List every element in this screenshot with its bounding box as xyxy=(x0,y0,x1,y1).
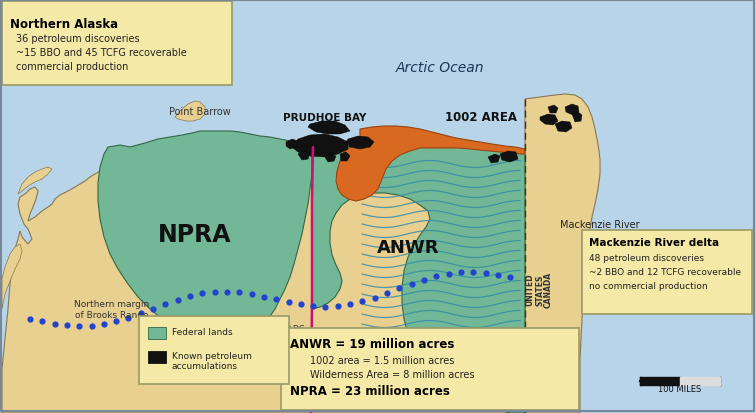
Polygon shape xyxy=(98,132,312,339)
Bar xyxy=(148,327,166,339)
Text: 1002 AREA: 1002 AREA xyxy=(445,111,517,124)
Text: ANWR: ANWR xyxy=(376,238,439,256)
Text: UNITED
STATES: UNITED STATES xyxy=(525,273,545,306)
Text: Arctic Ocean: Arctic Ocean xyxy=(395,61,485,75)
Text: 1002 area = 1.5 million acres: 1002 area = 1.5 million acres xyxy=(310,355,454,365)
Text: Wilderness Area = 8 million acres: Wilderness Area = 8 million acres xyxy=(310,369,475,379)
Polygon shape xyxy=(2,244,22,309)
Polygon shape xyxy=(565,105,579,116)
Text: 100 MILES: 100 MILES xyxy=(658,384,702,393)
Polygon shape xyxy=(292,135,348,158)
Polygon shape xyxy=(325,154,336,163)
Bar xyxy=(148,351,166,363)
Polygon shape xyxy=(540,115,558,126)
FancyBboxPatch shape xyxy=(281,328,579,410)
Polygon shape xyxy=(308,122,350,135)
Polygon shape xyxy=(2,159,525,413)
Polygon shape xyxy=(555,122,572,133)
FancyBboxPatch shape xyxy=(582,230,752,314)
Text: Federal lands: Federal lands xyxy=(172,327,233,336)
Polygon shape xyxy=(175,102,205,122)
Polygon shape xyxy=(286,140,298,150)
Text: NPRA = 23 million acres: NPRA = 23 million acres xyxy=(290,384,450,397)
Polygon shape xyxy=(336,127,525,202)
Polygon shape xyxy=(525,95,600,413)
Polygon shape xyxy=(312,147,525,413)
Polygon shape xyxy=(488,154,500,164)
Text: 48 petroleum discoveries: 48 petroleum discoveries xyxy=(589,254,704,262)
FancyBboxPatch shape xyxy=(2,2,232,86)
Text: ANWR = 19 million acres: ANWR = 19 million acres xyxy=(290,337,454,350)
Text: Known petroleum
accumulations: Known petroleum accumulations xyxy=(172,351,252,370)
Polygon shape xyxy=(548,106,558,114)
Text: no commercial production: no commercial production xyxy=(589,281,708,290)
Text: WILDERNESS
AREA: WILDERNESS AREA xyxy=(389,348,470,370)
Text: 36 petroleum discoveries: 36 petroleum discoveries xyxy=(16,34,140,44)
Text: ~15 BBO and 45 TCFG recoverable: ~15 BBO and 45 TCFG recoverable xyxy=(16,48,187,58)
Polygon shape xyxy=(346,137,374,150)
Text: ~2 BBO and 12 TCFG recoverable: ~2 BBO and 12 TCFG recoverable xyxy=(589,267,741,276)
Text: Northern Alaska: Northern Alaska xyxy=(10,18,118,31)
Text: Mackenzie River
delta: Mackenzie River delta xyxy=(560,219,640,241)
Polygon shape xyxy=(500,152,518,163)
Polygon shape xyxy=(298,152,310,161)
Text: CANADA: CANADA xyxy=(544,271,553,307)
Text: NPRA: NPRA xyxy=(158,223,232,247)
FancyBboxPatch shape xyxy=(139,316,289,384)
Text: Northern margin
of Brooks Range: Northern margin of Brooks Range xyxy=(74,299,150,319)
Text: Mackenzie River delta: Mackenzie River delta xyxy=(589,237,719,247)
Polygon shape xyxy=(340,153,350,161)
Polygon shape xyxy=(572,113,582,123)
Text: TAPS: TAPS xyxy=(281,324,305,334)
Text: commercial production: commercial production xyxy=(16,62,129,72)
Text: Point Barrow: Point Barrow xyxy=(169,107,231,117)
Text: PRUDHOE BAY: PRUDHOE BAY xyxy=(284,113,367,123)
Polygon shape xyxy=(18,168,52,195)
